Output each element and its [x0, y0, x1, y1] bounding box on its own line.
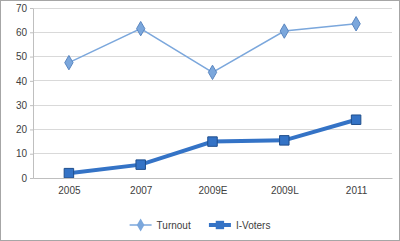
- y-tick-label: 30: [16, 100, 28, 111]
- series-marker: [64, 168, 73, 177]
- y-tick-label: 40: [16, 76, 28, 87]
- x-tick-label: 2009L: [271, 185, 299, 196]
- y-tick-label: 0: [21, 173, 27, 184]
- legend-swatch-marker: [216, 221, 224, 229]
- series-marker: [136, 160, 145, 169]
- series-line: [69, 120, 356, 173]
- y-tick-mark: [30, 154, 33, 155]
- grid-line: [33, 32, 392, 33]
- x-tick-label: 2007: [130, 185, 153, 196]
- x-axis: 2005 2007 2009E 2009L 2011: [34, 179, 393, 197]
- y-tick: 0: [21, 173, 33, 184]
- y-tick-mark: [30, 57, 33, 58]
- x-tick: 2007: [130, 185, 153, 196]
- marks: [64, 17, 361, 178]
- y-tick: 20: [16, 124, 33, 135]
- y-tick-label: 20: [16, 124, 28, 135]
- y-axis: 0 10 20 30 40 50 60 70: [16, 3, 34, 184]
- y-tick-label: 60: [16, 27, 28, 38]
- y-tick: 10: [16, 148, 33, 159]
- grid-line: [33, 105, 392, 106]
- series-marker: [280, 136, 289, 145]
- y-tick-label: 50: [16, 51, 28, 62]
- series-marker: [351, 115, 360, 124]
- y-tick-mark: [30, 129, 33, 130]
- grid-line: [33, 153, 392, 154]
- series-marker: [208, 137, 217, 146]
- y-tick: 60: [16, 27, 33, 38]
- grid-line: [33, 56, 392, 57]
- legend-label: I-Voters: [236, 220, 270, 231]
- y-tick-label: 10: [16, 148, 28, 159]
- x-tick-label: 2009E: [199, 185, 228, 196]
- x-tick-label: 2011: [346, 185, 368, 196]
- chart: 0 10 20 30 40 50 60 70 2005 2007 2009E 2009L 2011 Tur…: [0, 0, 400, 241]
- x-tick: 2009L: [271, 185, 299, 196]
- y-tick-mark: [30, 81, 33, 82]
- series-marker: [65, 55, 73, 69]
- legend-item: I-Voters: [209, 220, 270, 231]
- x-tick: 2011: [346, 185, 368, 196]
- y-tick: 50: [16, 51, 33, 62]
- x-tick-label: 2005: [58, 185, 81, 196]
- grid: [33, 8, 392, 178]
- y-tick-mark: [30, 105, 33, 106]
- grid-line: [33, 8, 392, 9]
- y-tick-mark: [30, 8, 33, 9]
- legend-swatch-marker: [137, 218, 145, 231]
- y-tick-label: 70: [16, 3, 28, 14]
- x-axis-line: [34, 178, 393, 179]
- series-marker: [137, 21, 145, 35]
- legend: Turnout I-Voters: [130, 218, 271, 231]
- x-tick: 2005: [58, 185, 81, 196]
- plot: 0 10 20 30 40 50 60 70 2005 2007 2009E 2009L 2011: [16, 3, 393, 196]
- grid-line: [33, 178, 392, 179]
- y-tick-mark: [30, 32, 33, 33]
- series-marker: [280, 24, 288, 38]
- chart-frame: [1, 1, 400, 241]
- y-tick-mark: [30, 178, 33, 179]
- y-axis-line: [33, 9, 34, 179]
- y-tick: 70: [16, 3, 33, 14]
- series-marker: [352, 17, 360, 31]
- y-tick: 40: [16, 76, 33, 87]
- series-marker: [208, 65, 216, 79]
- legend-label: Turnout: [157, 220, 191, 231]
- grid-line: [33, 129, 392, 130]
- y-tick: 30: [16, 100, 33, 111]
- x-tick: 2009E: [199, 185, 228, 196]
- legend-item: Turnout: [130, 218, 191, 231]
